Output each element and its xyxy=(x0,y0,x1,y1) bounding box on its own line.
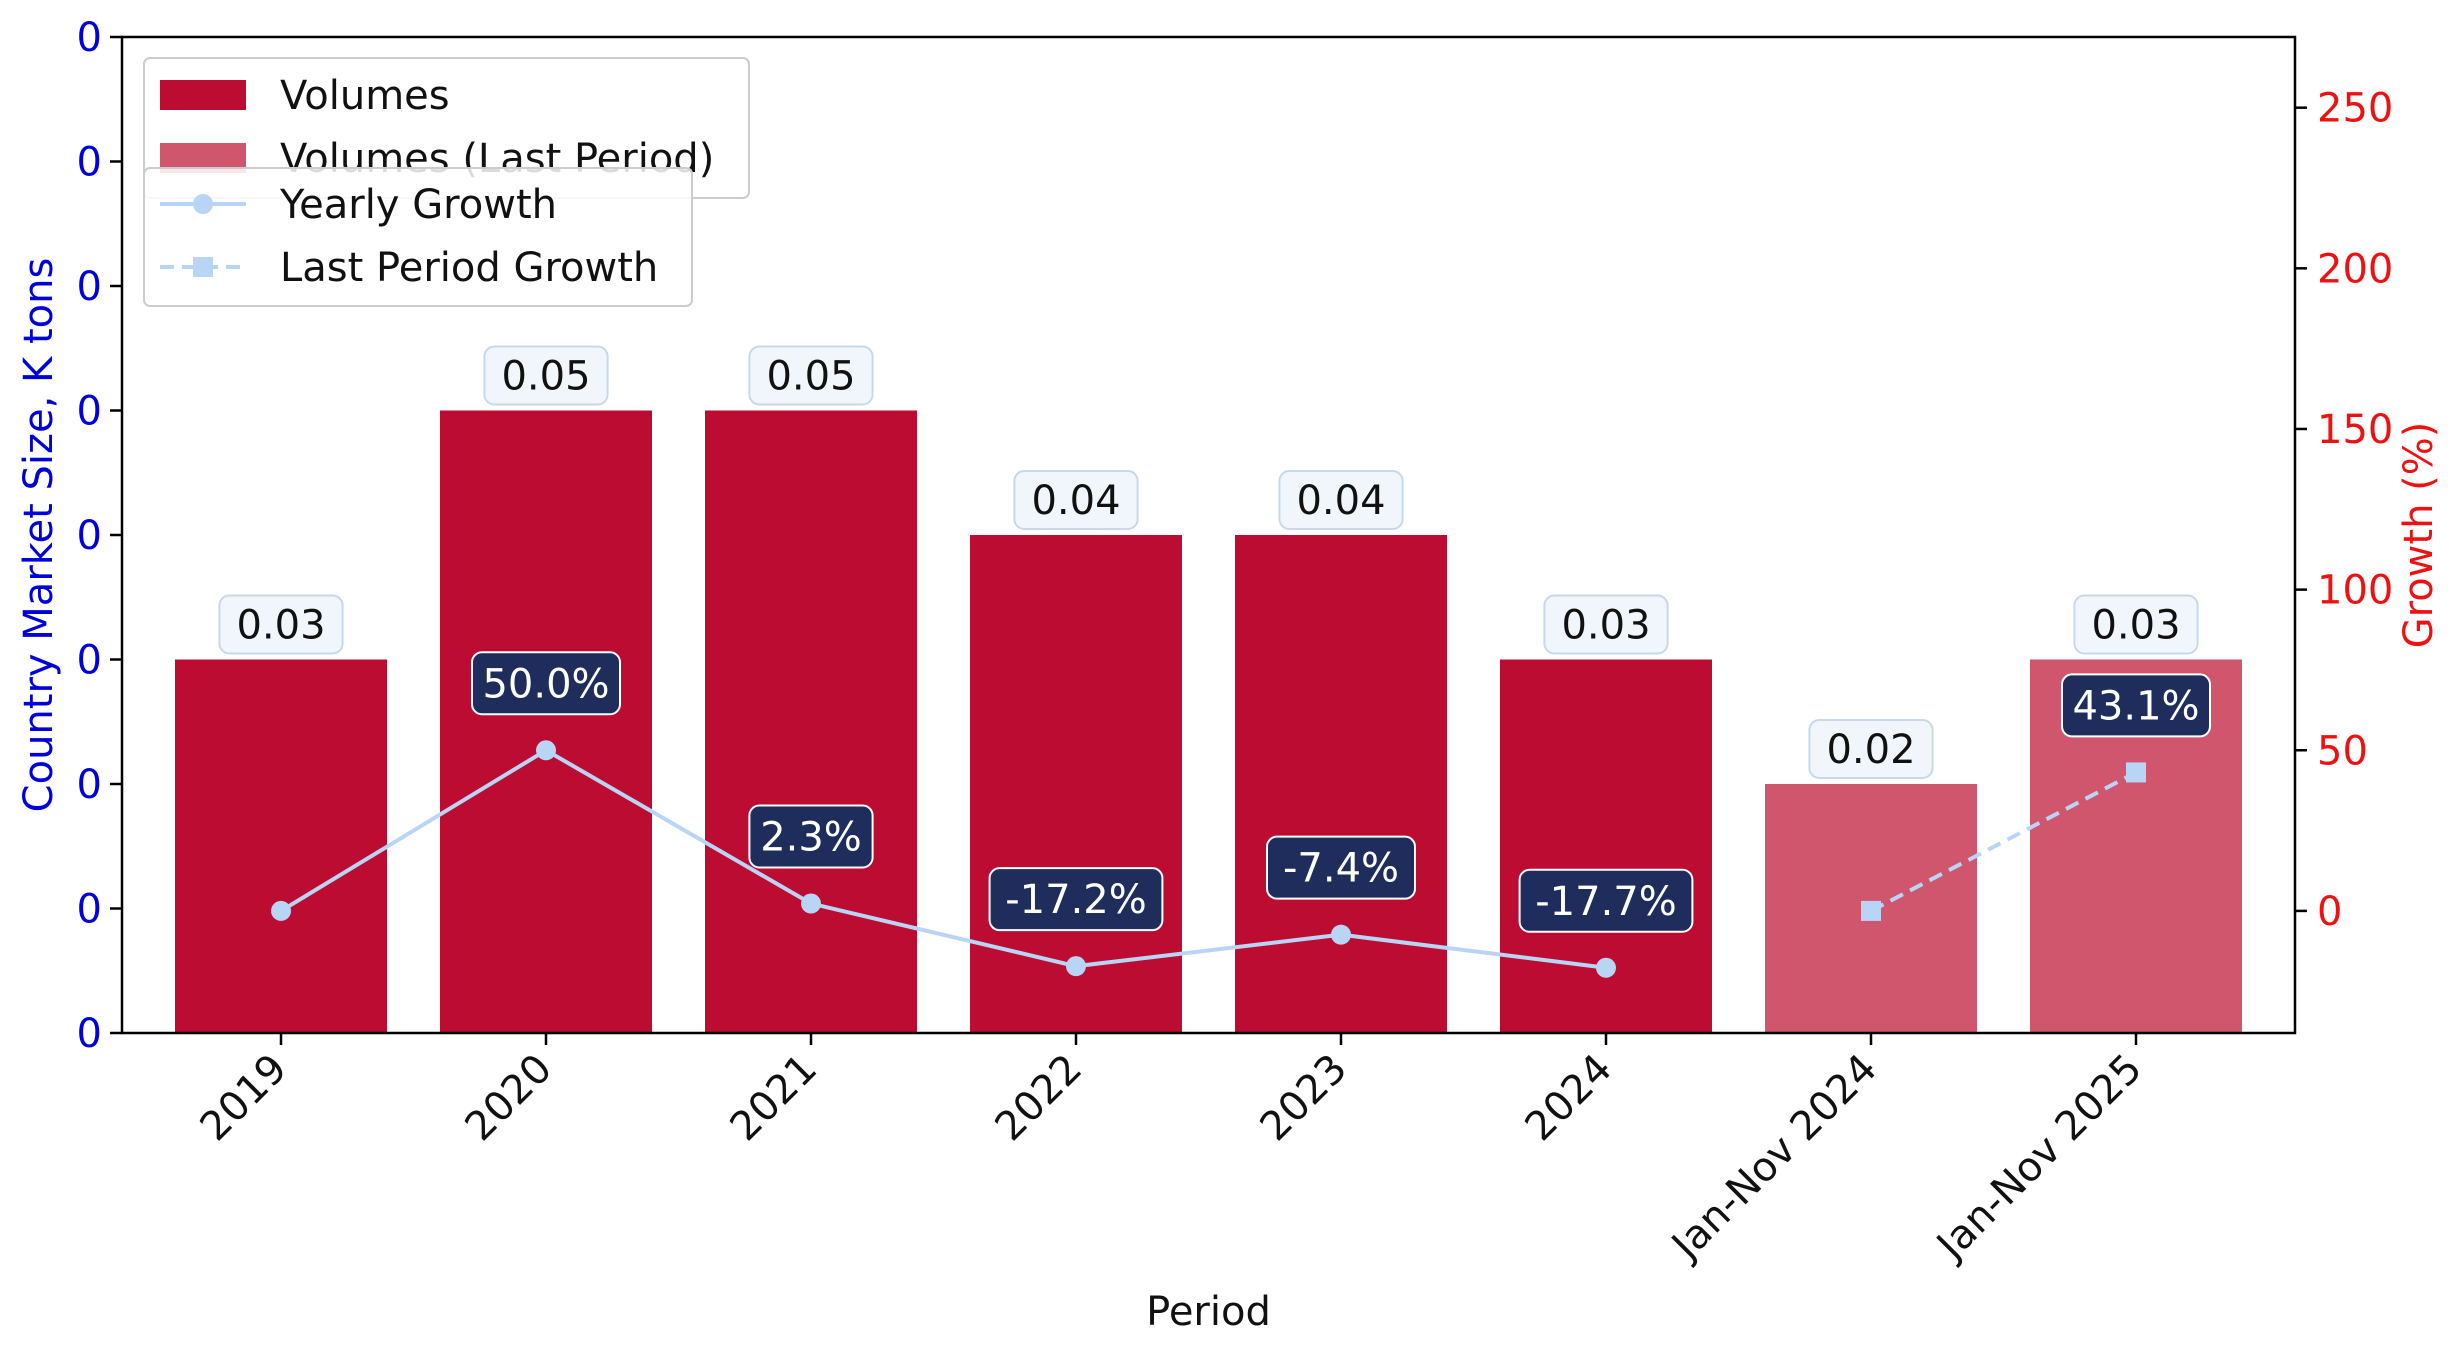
x-tick-label: 2024 xyxy=(1517,1046,1622,1151)
growth-value-label: 50.0% xyxy=(482,661,609,707)
left-tick-label: 0 xyxy=(77,264,102,310)
right-axis-title: Growth (%) xyxy=(2396,422,2442,649)
x-tick-label: 2023 xyxy=(1252,1046,1357,1151)
growth-label-box xyxy=(471,651,621,716)
bar-2021 xyxy=(705,410,917,1033)
growth-value-label: 2.3% xyxy=(760,815,862,861)
x-tick-label: 2020 xyxy=(457,1046,562,1151)
growth-label-box xyxy=(1518,868,1694,933)
bar-value-label: 0.04 xyxy=(1031,478,1120,524)
bar-label-box xyxy=(1808,719,1934,779)
lines-layer xyxy=(271,740,2146,978)
x-tick-label: 2022 xyxy=(987,1046,1092,1151)
bar-value-label: 0.02 xyxy=(1826,727,1915,773)
bar-label-box xyxy=(1013,470,1139,530)
bar-label-box xyxy=(2073,594,2199,655)
growth-point-square xyxy=(2126,762,2146,783)
bar-value-label: 0.03 xyxy=(1561,603,1650,649)
growth-value-label: 43.1% xyxy=(2072,683,2199,729)
right-tick-label: 0 xyxy=(2317,889,2342,935)
right-tick-label: 250 xyxy=(2317,86,2393,132)
growth-point-circle xyxy=(1066,956,1086,977)
x-axis-title: Period xyxy=(1146,1289,1271,1335)
left-tick-label: 0 xyxy=(77,1011,102,1057)
left-axis-title: Country Market Size, K tons xyxy=(16,258,62,813)
left-tick-label: 0 xyxy=(77,638,102,684)
bar-label-box xyxy=(1543,594,1669,655)
growth-value-label: -17.2% xyxy=(1005,877,1147,923)
bar-label-box xyxy=(483,345,609,406)
growth-label-box xyxy=(748,804,874,869)
growth-point-circle xyxy=(271,900,291,921)
legend-marker-square xyxy=(193,257,213,277)
growth-point-square xyxy=(1861,900,1881,921)
bars-layer xyxy=(175,410,2242,1033)
right-tick-label: 200 xyxy=(2317,246,2393,292)
left-tick-label: 0 xyxy=(77,887,102,933)
left-tick-label: 0 xyxy=(77,389,102,435)
bar-2019 xyxy=(175,659,387,1033)
x-tick-label: Jan-Nov 2025 xyxy=(1926,1046,2151,1271)
growth-line-yearly-growth xyxy=(279,747,1607,970)
bar-value-label: 0.03 xyxy=(2091,603,2180,649)
growth-line-last-period-growth xyxy=(1870,770,2137,913)
right-tick-label: 150 xyxy=(2317,407,2393,453)
legend-marker-circle xyxy=(193,194,213,214)
labels-layer: 0.03 0.05 0.05 0.04 0.04 0.03 0.02 0.03 50.0% 2.3… xyxy=(218,345,2211,933)
bar-value-label: 0.05 xyxy=(501,354,590,400)
legend-label: Last Period Growth xyxy=(280,245,658,291)
legend-swatch-bar xyxy=(160,80,246,110)
legend-growth-box xyxy=(143,167,693,307)
growth-point-circle xyxy=(1331,924,1351,945)
legend-label: Volumes xyxy=(280,73,450,119)
x-tick-label: 2021 xyxy=(722,1046,827,1151)
bar-2020 xyxy=(440,410,652,1033)
growth-point-circle xyxy=(536,740,556,761)
x-tick-label: 2019 xyxy=(192,1046,297,1151)
growth-label-box xyxy=(988,867,1164,932)
growth-value-label: -7.4% xyxy=(1283,846,1399,892)
growth-point-circle xyxy=(801,893,821,914)
right-tick-label: 100 xyxy=(2317,568,2393,614)
bar-label-box xyxy=(748,345,874,406)
left-tick-label: 0 xyxy=(77,15,102,61)
bar-2023 xyxy=(1235,535,1447,1033)
legend-label: Yearly Growth xyxy=(279,182,557,228)
bar-label-box xyxy=(218,594,344,655)
growth-label-box xyxy=(2061,673,2211,738)
bar-label-box xyxy=(1278,470,1404,530)
growth-label-box xyxy=(1266,835,1416,900)
left-tick-label: 0 xyxy=(77,140,102,186)
left-tick-label: 0 xyxy=(77,513,102,559)
growth-value-label: -17.7% xyxy=(1535,879,1677,925)
right-tick-label: 50 xyxy=(2317,728,2368,774)
left-tick-label: 0 xyxy=(77,762,102,808)
bar-value-label: 0.03 xyxy=(236,603,325,649)
growth-point-circle xyxy=(1596,957,1616,978)
x-tick-label: Jan-Nov 2024 xyxy=(1661,1046,1886,1271)
bar-value-label: 0.05 xyxy=(766,354,855,400)
bar-value-label: 0.04 xyxy=(1296,478,1385,524)
